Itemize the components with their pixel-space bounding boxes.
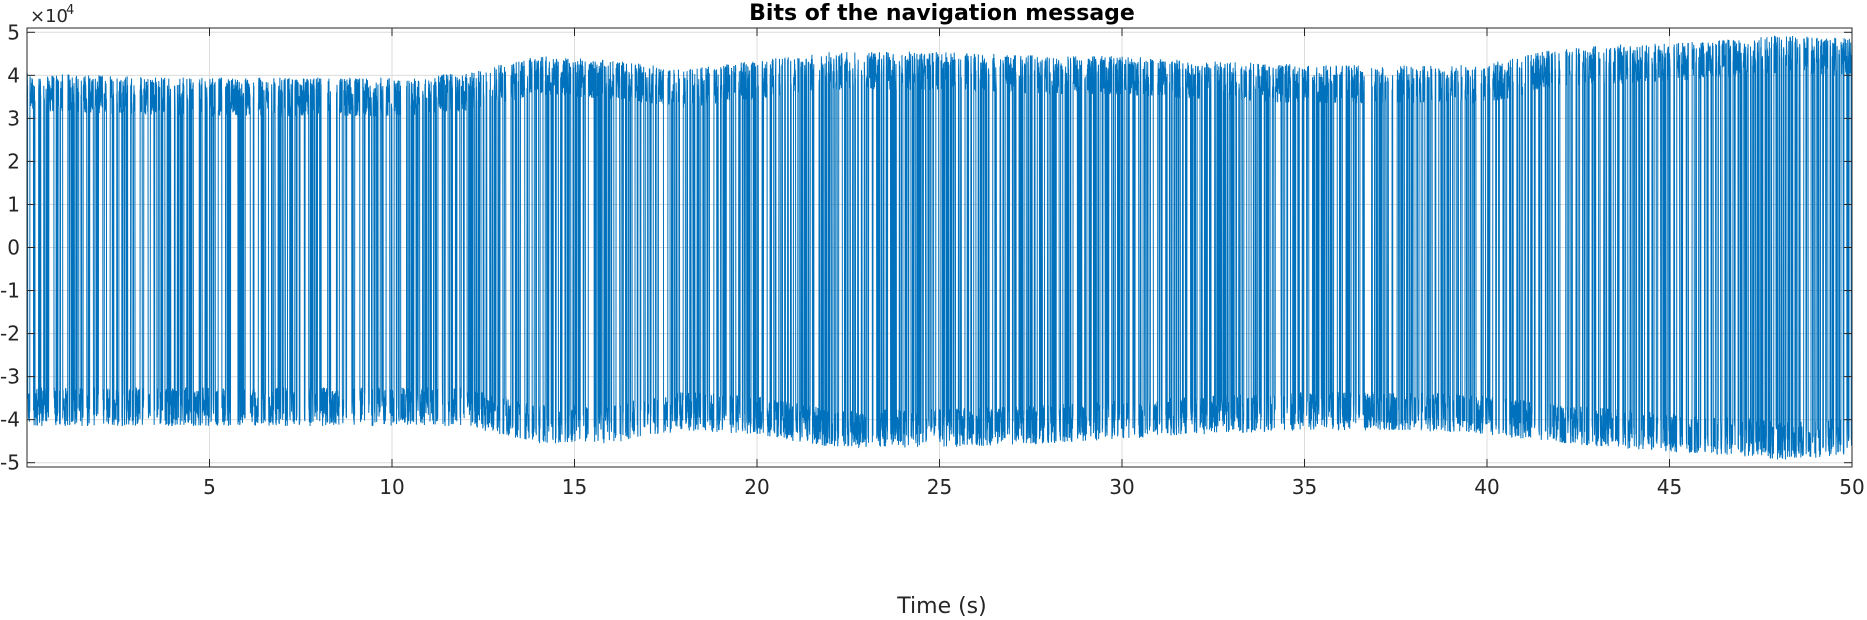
x-tick-label: 45 — [1657, 475, 1682, 499]
y-exponent: ×10 4 — [30, 3, 74, 27]
x-tick-label: 25 — [927, 475, 952, 499]
y-tick-label: 4 — [7, 63, 20, 87]
y-tick-label: 0 — [7, 236, 20, 260]
series-line — [26, 35, 1853, 460]
series-layer — [26, 35, 1853, 460]
x-axis-label: Time (s) — [896, 594, 986, 619]
x-tick-label: 40 — [1474, 475, 1499, 499]
y-exponent-power: 4 — [66, 3, 74, 18]
x-tick-label: 10 — [379, 475, 404, 499]
y-tick-label: -4 — [0, 408, 20, 432]
x-tick-label: 20 — [744, 475, 769, 499]
y-tick-label: 5 — [7, 20, 20, 44]
y-tick-label: 3 — [7, 106, 20, 130]
x-tick-label: 5 — [203, 475, 216, 499]
y-tick-label: -3 — [0, 365, 20, 389]
y-tick-label: -5 — [0, 451, 20, 475]
x-tick-label: 15 — [562, 475, 587, 499]
y-tick-label: -1 — [0, 279, 20, 303]
x-tick-label: 35 — [1292, 475, 1317, 499]
y-tick-label: 1 — [7, 192, 20, 216]
chart-title: Bits of the navigation message — [749, 1, 1135, 26]
y-exponent-base: ×10 — [30, 6, 68, 27]
y-tick-label: 2 — [7, 149, 20, 173]
y-tick-label: -2 — [0, 322, 20, 346]
x-tick-label: 30 — [1109, 475, 1134, 499]
x-tick-label: 50 — [1839, 475, 1864, 499]
